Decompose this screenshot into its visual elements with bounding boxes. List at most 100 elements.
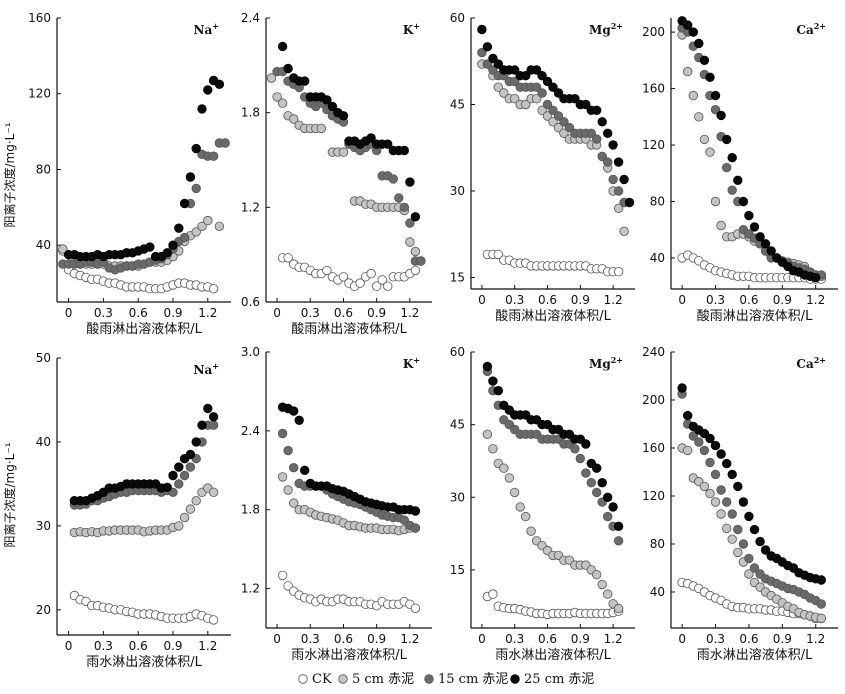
data-point-s5 xyxy=(542,111,553,121)
data-point-s15 xyxy=(608,174,618,185)
data-point-s25 xyxy=(174,462,184,472)
data-point-s5 xyxy=(710,196,721,207)
series-s25 xyxy=(482,361,624,532)
data-point-ck xyxy=(493,249,504,260)
data-point-s15 xyxy=(710,469,721,480)
data-point-s5 xyxy=(191,496,201,506)
data-point-s25 xyxy=(705,72,715,83)
data-point-s5 xyxy=(197,221,207,232)
data-point-s25 xyxy=(710,440,721,451)
data-point-s5 xyxy=(705,147,715,157)
data-point-s25 xyxy=(755,232,765,242)
data-point-s15 xyxy=(613,536,624,546)
panel-na-rain: 20 30 40 50 0 0.3 0.6 0.9 1.2 雨水淋出溶液体积/L Na+ xyxy=(36,351,231,670)
data-point-s25 xyxy=(608,140,618,150)
y-tick-label: 20 xyxy=(36,603,51,617)
data-point-s5 xyxy=(613,203,624,214)
data-point-s25 xyxy=(760,545,771,555)
data-point-s5 xyxy=(548,117,558,127)
x-tick-label: 0.3 xyxy=(94,306,113,320)
legend-label: 25 cm 赤泥 xyxy=(524,672,594,687)
data-point-s25 xyxy=(145,242,155,252)
x-tick-label: 0.6 xyxy=(538,632,557,646)
data-point-s15 xyxy=(208,420,219,430)
y-tick-label: 160 xyxy=(642,441,665,455)
data-point-s15 xyxy=(542,99,553,110)
data-point-s5 xyxy=(699,134,710,145)
data-point-s5 xyxy=(185,504,196,514)
data-point-s15 xyxy=(220,138,230,148)
data-point-s15 xyxy=(716,485,726,495)
data-point-s5 xyxy=(493,82,504,92)
data-point-s5 xyxy=(619,226,629,237)
data-point-s15 xyxy=(733,524,743,535)
y-tick-label: 80 xyxy=(650,194,665,208)
y-tick-label: 160 xyxy=(28,11,51,25)
data-point-s15 xyxy=(586,478,597,488)
y-tick-label: 1.2 xyxy=(241,200,260,214)
data-point-s25 xyxy=(608,502,618,512)
data-point-s5 xyxy=(716,220,726,231)
y-tick-label: 60 xyxy=(450,11,465,25)
data-point-s25 xyxy=(727,152,737,163)
data-point-s15 xyxy=(738,539,749,549)
y-tick-label: 45 xyxy=(450,418,465,432)
x-tick-label: 0 xyxy=(273,306,281,320)
series-ck xyxy=(277,253,421,291)
data-point-s5 xyxy=(521,99,531,110)
x-axis-label: 酸雨淋出溶液体积/L xyxy=(86,322,202,337)
data-point-s5 xyxy=(174,521,184,531)
x-tick-label: 0 xyxy=(678,632,686,646)
series-s25 xyxy=(277,41,421,222)
series-s25 xyxy=(477,24,635,208)
data-point-ck xyxy=(322,265,332,276)
data-point-s25 xyxy=(168,470,178,481)
data-point-ck xyxy=(410,265,421,276)
data-point-s25 xyxy=(179,198,190,209)
data-point-s25 xyxy=(811,273,821,283)
series-ck xyxy=(482,249,624,277)
data-point-s25 xyxy=(744,210,754,221)
x-axis-label: 酸雨淋出溶液体积/L xyxy=(291,322,407,337)
data-point-s25 xyxy=(683,20,693,30)
data-point-s15 xyxy=(564,122,575,133)
y-tick-label: 80 xyxy=(36,162,51,176)
data-point-s25 xyxy=(722,134,732,145)
data-point-s25 xyxy=(603,128,613,139)
data-point-s25 xyxy=(755,536,765,547)
x-tick-label: 1.2 xyxy=(198,639,217,653)
y-tick-label: 2.4 xyxy=(241,424,260,438)
y-tick-label: 1.8 xyxy=(241,106,260,120)
data-point-s5 xyxy=(410,246,421,257)
data-point-s25 xyxy=(760,239,771,249)
data-point-s15 xyxy=(394,193,404,203)
data-point-ck xyxy=(372,281,382,291)
data-point-s25 xyxy=(683,410,693,421)
x-axis-label: 酸雨淋出溶液体积/L xyxy=(495,309,611,324)
x-tick-label: 0 xyxy=(478,632,486,646)
data-point-s25 xyxy=(283,63,293,74)
data-point-s25 xyxy=(581,439,591,449)
y-tick-label: 15 xyxy=(450,563,465,577)
data-point-s15 xyxy=(405,218,415,228)
data-point-s25 xyxy=(197,104,207,114)
data-point-s25 xyxy=(405,177,415,187)
data-point-s5 xyxy=(816,613,827,624)
data-point-s5 xyxy=(688,90,699,101)
data-point-s5 xyxy=(289,498,299,508)
data-point-s5 xyxy=(592,570,602,580)
series-s25 xyxy=(69,403,219,506)
data-point-s15 xyxy=(575,453,586,464)
data-point-s25 xyxy=(531,65,542,75)
data-point-s25 xyxy=(592,463,602,473)
x-tick-label: 0.9 xyxy=(163,306,182,320)
x-tick-label: 0.6 xyxy=(334,632,353,646)
data-point-s15 xyxy=(688,431,699,441)
data-point-s5 xyxy=(499,463,509,473)
data-point-s25 xyxy=(168,240,178,250)
x-tick-label: 0 xyxy=(678,293,686,307)
x-tick-label: 0.3 xyxy=(706,293,725,307)
data-point-s25 xyxy=(510,65,520,75)
